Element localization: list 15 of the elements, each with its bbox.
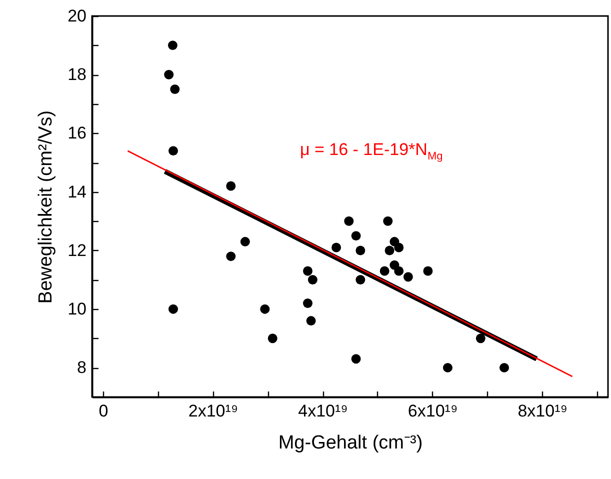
annotation: μ = 16 - 1E-19*N$_{Mg}$ (300, 140, 443, 162)
y-axis-title: Beweglichkeit (cm²/Vs) (36, 110, 57, 304)
y-tick-label: 18 (68, 65, 86, 84)
x-tick-label: 6x10¹⁹ (408, 402, 458, 420)
y-tick-label: 16 (68, 124, 86, 143)
y-tick-label: 20 (68, 6, 86, 26)
y-tick-label: 14 (68, 182, 86, 202)
y-tick-label: 8 (77, 358, 86, 378)
x-tick-label: 0 (98, 402, 108, 420)
x-tick-label: 2x10¹⁹ (188, 402, 238, 420)
y-tick-label: 12 (68, 240, 86, 260)
y-tick-label: 10 (68, 300, 86, 319)
x-tick-label: 4x10¹⁹ (298, 402, 348, 420)
x-axis-title: Mg-Gehalt (cm⁻³) (278, 432, 423, 454)
x-tick-label: 8x10¹⁹ (518, 402, 568, 420)
